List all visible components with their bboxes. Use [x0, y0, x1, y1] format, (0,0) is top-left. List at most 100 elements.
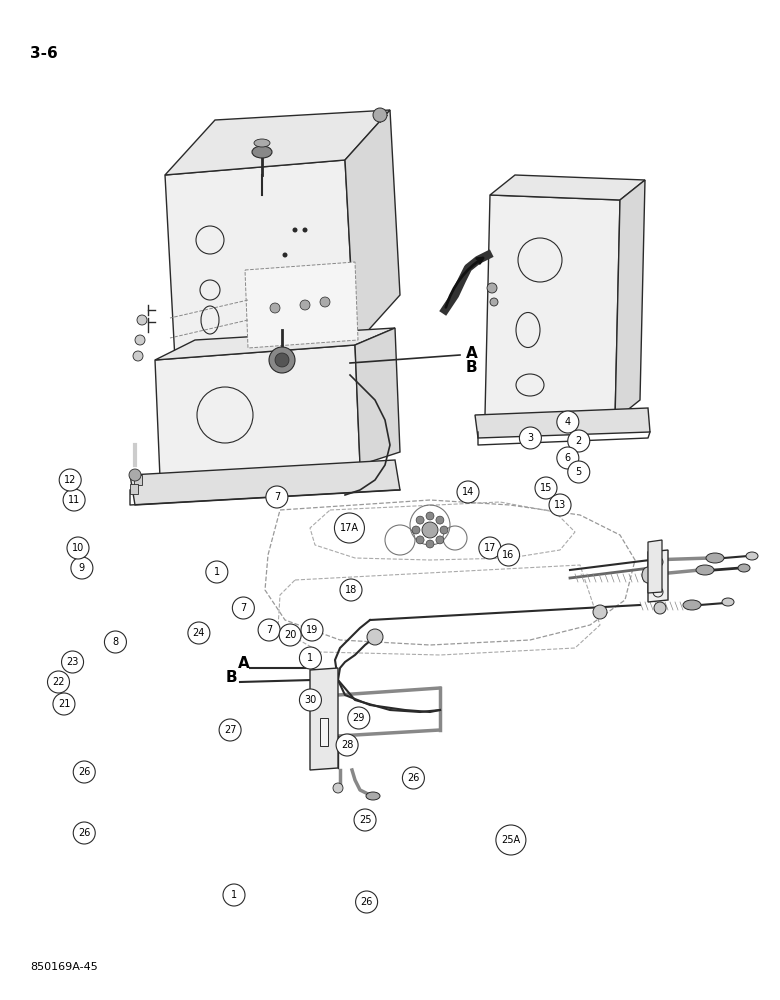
Text: 26: 26 — [360, 897, 373, 907]
Circle shape — [426, 540, 434, 548]
Circle shape — [557, 447, 579, 469]
Circle shape — [535, 477, 557, 499]
Circle shape — [275, 353, 289, 367]
Polygon shape — [485, 195, 620, 420]
Circle shape — [59, 469, 81, 491]
Circle shape — [336, 734, 358, 756]
Ellipse shape — [683, 600, 701, 610]
Circle shape — [549, 494, 571, 516]
Text: 1: 1 — [307, 653, 314, 663]
Circle shape — [487, 283, 497, 293]
Circle shape — [223, 884, 245, 906]
Circle shape — [436, 536, 444, 544]
Circle shape — [53, 693, 75, 715]
Circle shape — [496, 825, 526, 855]
Polygon shape — [345, 110, 400, 345]
Text: 3-6: 3-6 — [30, 46, 58, 61]
Circle shape — [333, 783, 343, 793]
Circle shape — [426, 512, 434, 520]
Circle shape — [219, 719, 241, 741]
Text: 9: 9 — [79, 563, 85, 573]
Text: 26: 26 — [407, 773, 420, 783]
Text: 5: 5 — [576, 467, 582, 477]
Text: 8: 8 — [112, 637, 119, 647]
Text: 22: 22 — [52, 677, 65, 687]
Circle shape — [62, 651, 83, 673]
Circle shape — [270, 303, 280, 313]
Text: 24: 24 — [193, 628, 205, 638]
Circle shape — [412, 526, 420, 534]
Circle shape — [73, 761, 95, 783]
Text: 3: 3 — [527, 433, 534, 443]
Circle shape — [402, 767, 424, 789]
Text: B: B — [226, 670, 238, 685]
Bar — [130, 484, 138, 494]
Circle shape — [354, 809, 376, 831]
Circle shape — [416, 516, 424, 524]
Text: 17A: 17A — [340, 523, 359, 533]
Text: 19: 19 — [306, 625, 318, 635]
Polygon shape — [615, 180, 645, 420]
Circle shape — [105, 631, 126, 653]
Ellipse shape — [738, 564, 750, 572]
Text: 10: 10 — [72, 543, 84, 553]
Bar — [320, 718, 328, 746]
Circle shape — [48, 671, 69, 693]
Text: 25A: 25A — [502, 835, 520, 845]
Text: 7: 7 — [266, 625, 272, 635]
Text: 21: 21 — [58, 699, 70, 709]
Text: 1: 1 — [231, 890, 237, 900]
Circle shape — [457, 481, 479, 503]
Circle shape — [279, 624, 301, 646]
Ellipse shape — [722, 598, 734, 606]
Circle shape — [335, 513, 364, 543]
Circle shape — [479, 537, 501, 559]
Text: 15: 15 — [540, 483, 552, 493]
Ellipse shape — [696, 565, 714, 575]
Text: 26: 26 — [78, 828, 90, 838]
Text: 11: 11 — [68, 495, 80, 505]
Circle shape — [135, 335, 145, 345]
Text: 2: 2 — [576, 436, 582, 446]
Polygon shape — [165, 160, 355, 360]
Circle shape — [320, 297, 330, 307]
Circle shape — [303, 228, 307, 232]
Ellipse shape — [252, 146, 272, 158]
Polygon shape — [245, 262, 358, 348]
Circle shape — [232, 597, 254, 619]
Ellipse shape — [642, 567, 654, 583]
Circle shape — [440, 526, 448, 534]
Polygon shape — [155, 345, 360, 478]
Circle shape — [422, 522, 438, 538]
Circle shape — [137, 315, 147, 325]
Text: A: A — [238, 656, 250, 671]
Text: 25: 25 — [359, 815, 371, 825]
Circle shape — [373, 108, 387, 122]
Circle shape — [348, 707, 370, 729]
Polygon shape — [355, 328, 400, 465]
Circle shape — [63, 489, 85, 511]
Circle shape — [71, 557, 93, 579]
Circle shape — [206, 561, 228, 583]
Circle shape — [436, 516, 444, 524]
Text: 23: 23 — [66, 657, 79, 667]
Polygon shape — [155, 328, 395, 360]
Polygon shape — [475, 408, 650, 438]
Ellipse shape — [254, 139, 270, 147]
Circle shape — [568, 461, 590, 483]
Text: A: A — [466, 346, 477, 361]
Circle shape — [300, 689, 321, 711]
Text: 18: 18 — [345, 585, 357, 595]
Circle shape — [282, 252, 288, 257]
Polygon shape — [648, 540, 662, 593]
Text: 1: 1 — [214, 567, 220, 577]
Circle shape — [258, 619, 280, 641]
Text: 28: 28 — [341, 740, 353, 750]
Circle shape — [568, 430, 590, 452]
Text: 7: 7 — [240, 603, 246, 613]
Polygon shape — [490, 175, 645, 200]
Polygon shape — [310, 668, 338, 770]
Circle shape — [593, 605, 607, 619]
Circle shape — [266, 486, 288, 508]
Text: 26: 26 — [78, 767, 90, 777]
